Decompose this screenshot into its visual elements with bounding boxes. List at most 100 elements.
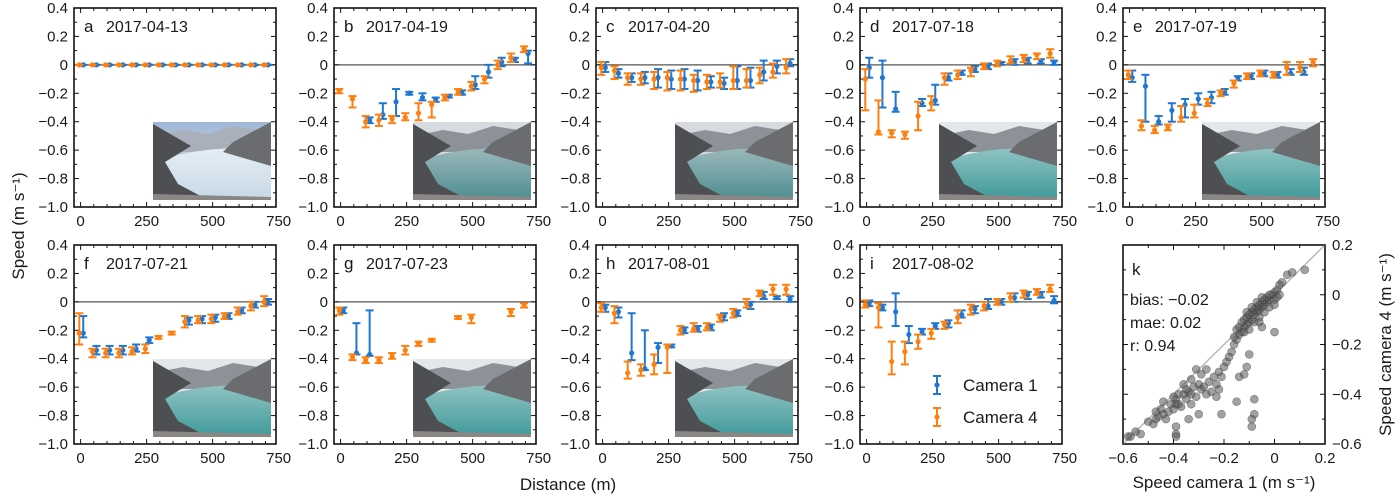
marker (129, 62, 135, 68)
marker (651, 76, 657, 82)
y-tick-label: −1.0 (38, 199, 68, 216)
panel-d: 0.4 0.2 0 −0.2 −0.4 −0.6 −0.8 −1.0 0 250 500 750 d 20… (824, 0, 1077, 230)
data-point (993, 298, 1002, 306)
data-point (506, 52, 515, 64)
scatter-point (1171, 432, 1181, 441)
y-tick-label: 0.4 (47, 0, 68, 17)
inset-left-cliff (413, 124, 468, 200)
y-tick-label: 0.2 (1332, 237, 1353, 254)
data-point (1050, 295, 1059, 305)
data-point (361, 356, 370, 364)
data-point (207, 62, 216, 68)
y-tick-label: −0.6 (560, 142, 590, 159)
marker (919, 329, 925, 335)
y-tick-label: −0.6 (298, 142, 328, 159)
marker (376, 117, 382, 123)
x-axis-title: Speed camera 1 (m s⁻¹) (1133, 473, 1316, 492)
marker (955, 72, 961, 78)
marker (336, 87, 342, 94)
marker (1165, 124, 1171, 130)
inset-foreground-rock (153, 194, 271, 200)
data-point (768, 283, 777, 296)
marker (1138, 123, 1145, 129)
data-point (640, 70, 649, 85)
panel-g: 0.4 0.2 0 −0.2 −0.4 −0.6 −0.8 −1.0 0 250 500 750 g 20… (298, 237, 551, 467)
marker (743, 300, 750, 306)
scatter-point (1242, 362, 1252, 372)
data-point (454, 88, 463, 96)
inset-foreground-rock (675, 431, 793, 437)
marker (770, 286, 776, 292)
data-point (128, 346, 137, 356)
marker (783, 286, 789, 292)
series-camera-4 (597, 283, 791, 380)
data-point (680, 68, 689, 91)
scatter-points (1123, 265, 1310, 441)
marker (89, 62, 96, 68)
marker (893, 106, 899, 112)
y-tick-label: −0.6 (38, 379, 68, 396)
marker (761, 69, 767, 75)
inset-water (683, 385, 793, 437)
marker (902, 131, 908, 138)
data-point (141, 343, 150, 355)
scatter-point (1159, 397, 1168, 407)
data-point (88, 62, 97, 68)
data-point (374, 113, 383, 127)
y-tick-label: 0 (582, 294, 590, 311)
y-tick-label: 0 (846, 57, 854, 74)
series-camera-1 (339, 306, 374, 358)
marker (691, 77, 697, 84)
y-tick-label: 0 (1109, 57, 1117, 74)
inset-right-cliff (1272, 122, 1320, 166)
marker (1310, 59, 1316, 65)
x-tick-label: 500 (1249, 213, 1274, 230)
panel-h: 0.4 0.2 0 −0.2 −0.4 −0.6 −0.8 −1.0 0 250 500 750 h 20… (560, 237, 813, 467)
data-point (114, 347, 123, 359)
marker (429, 337, 435, 343)
data-point (75, 312, 84, 346)
marker (757, 72, 763, 78)
x-tick-label: 500 (460, 213, 485, 230)
marker (602, 304, 608, 311)
panel-letter: e (1133, 17, 1142, 36)
scatter-point (1136, 429, 1145, 439)
data-point (610, 305, 619, 325)
marker (985, 303, 991, 309)
inset-water (421, 148, 531, 200)
stat-r: r: 0.94 (1130, 338, 1175, 355)
marker (866, 300, 872, 306)
data-point (601, 61, 610, 73)
marker (221, 62, 228, 68)
scatter-point (1161, 414, 1171, 424)
marker (915, 113, 921, 119)
inset-water (161, 148, 271, 200)
marker (985, 63, 991, 69)
data-point (676, 325, 685, 336)
data-point (1190, 103, 1199, 119)
data-point (627, 312, 636, 362)
marker (376, 357, 382, 363)
y-tick-label: 0.2 (307, 265, 328, 282)
marker (182, 62, 188, 68)
data-point (220, 312, 229, 320)
panel-e: 0.4 0.2 0 −0.2 −0.4 −0.6 −0.8 −1.0 0 250 500 750 e 20… (1087, 0, 1340, 230)
inset-right-cliff (223, 122, 271, 166)
scatter-point (1169, 392, 1178, 402)
series-camera-1 (601, 290, 795, 372)
x-tick-label: −0.4 (1159, 450, 1189, 467)
data-point (702, 73, 711, 91)
marker (142, 346, 148, 352)
y-tick-label: −0.2 (1332, 337, 1362, 354)
marker (261, 299, 267, 305)
marker (717, 314, 723, 321)
x-tick-label: 750 (526, 450, 551, 467)
data-point (401, 112, 410, 122)
marker (638, 367, 644, 373)
marker (893, 309, 899, 315)
marker (981, 303, 987, 309)
y-tick-label: −1.0 (38, 436, 68, 453)
inset-right-cliff (483, 122, 531, 166)
x-tick-label: 750 (1052, 450, 1077, 467)
